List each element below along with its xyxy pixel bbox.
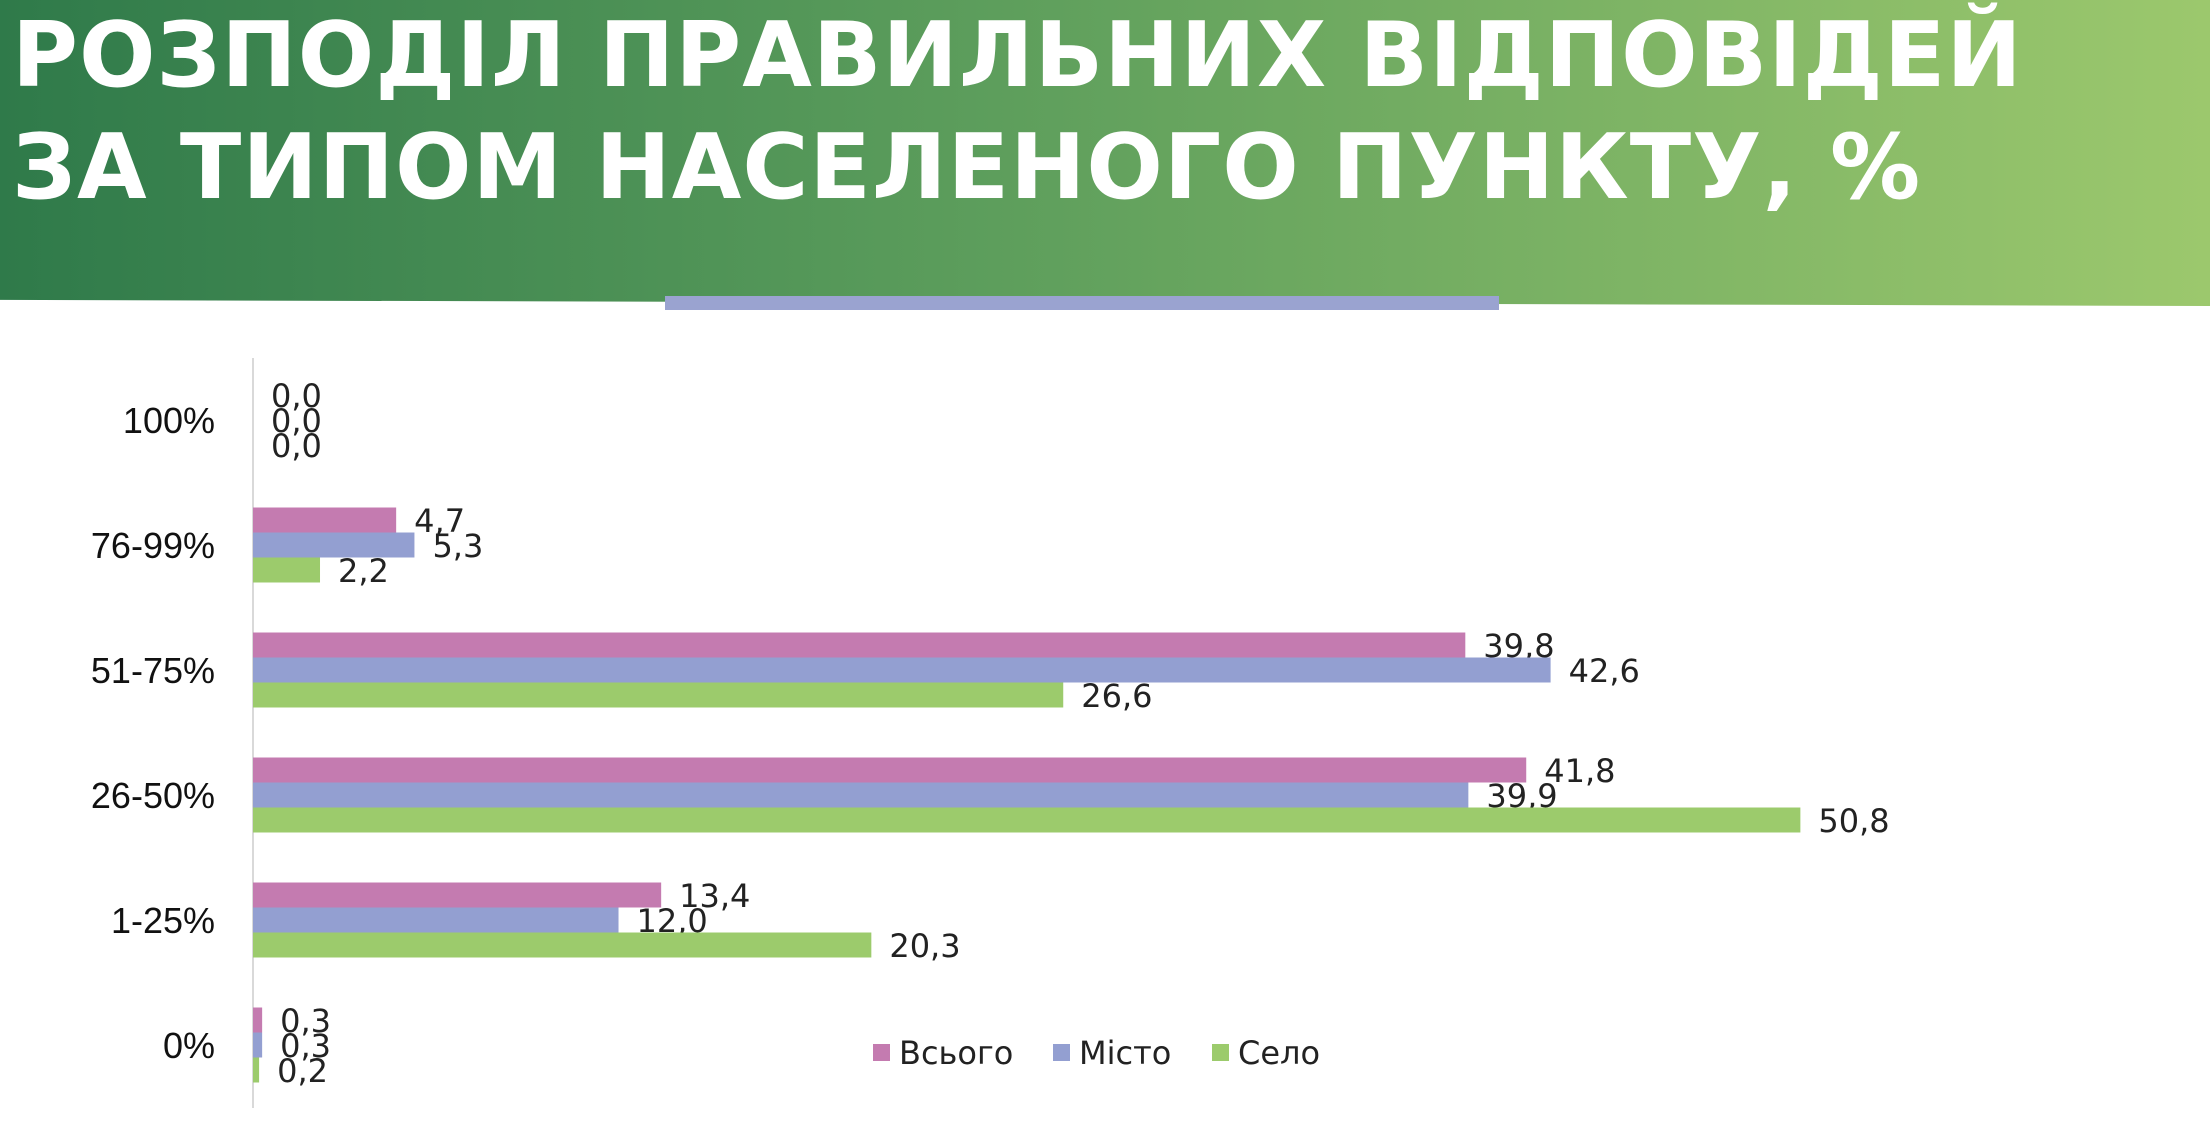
category-label: 0%: [163, 1025, 215, 1066]
data-label: 5,3: [432, 527, 483, 565]
data-label: 42,6: [1569, 652, 1640, 690]
category-label: 76-99%: [91, 525, 215, 566]
legend-label: Село: [1238, 1034, 1320, 1072]
category-label: 26-50%: [91, 775, 215, 816]
category-label: 51-75%: [91, 650, 215, 691]
bar-2: [253, 1032, 263, 1058]
bar-2: [253, 782, 1469, 808]
category-label: 100%: [123, 400, 215, 441]
data-label: 13,4: [679, 877, 750, 915]
data-label: 20,3: [889, 927, 960, 965]
category-label: 1-25%: [111, 900, 215, 941]
data-label: 0,0: [271, 377, 322, 415]
bar-1: [253, 1007, 263, 1033]
data-label: 50,8: [1818, 802, 1889, 840]
bar-3: [253, 682, 1064, 708]
legend-label: Місто: [1079, 1034, 1171, 1072]
legend-swatch: [1053, 1044, 1070, 1061]
bar-3: [253, 557, 321, 583]
bar-2: [253, 657, 1551, 683]
data-label: 0,3: [280, 1002, 331, 1040]
data-label: 0,2: [277, 1052, 328, 1090]
bar-1: [253, 757, 1527, 783]
bar-3: [253, 807, 1801, 833]
accent-bar: [665, 296, 1499, 310]
data-label: 4,7: [414, 502, 465, 540]
legend-swatch: [1212, 1044, 1229, 1061]
legend-label: Всього: [899, 1034, 1013, 1072]
data-label: 26,6: [1081, 677, 1152, 715]
data-label: 0,0: [271, 427, 322, 465]
bar-3: [253, 932, 872, 958]
bar-3: [253, 1057, 260, 1083]
data-label: 0,0: [271, 402, 322, 440]
bar-1: [253, 632, 1466, 658]
bar-2: [253, 532, 415, 558]
legend-swatch: [873, 1044, 890, 1061]
data-label: 0,3: [280, 1027, 331, 1065]
data-label: 2,2: [338, 552, 389, 590]
data-label: 41,8: [1544, 752, 1615, 790]
bar-2: [253, 907, 619, 933]
header-banner: [0, 0, 2210, 306]
bar-1: [253, 507, 397, 533]
page-title: РОЗПОДІЛ ПРАВИЛЬНИХ ВІДПОВІДЕЙ ЗА ТИПОМ …: [12, 3, 2023, 220]
bar-1: [253, 882, 662, 908]
